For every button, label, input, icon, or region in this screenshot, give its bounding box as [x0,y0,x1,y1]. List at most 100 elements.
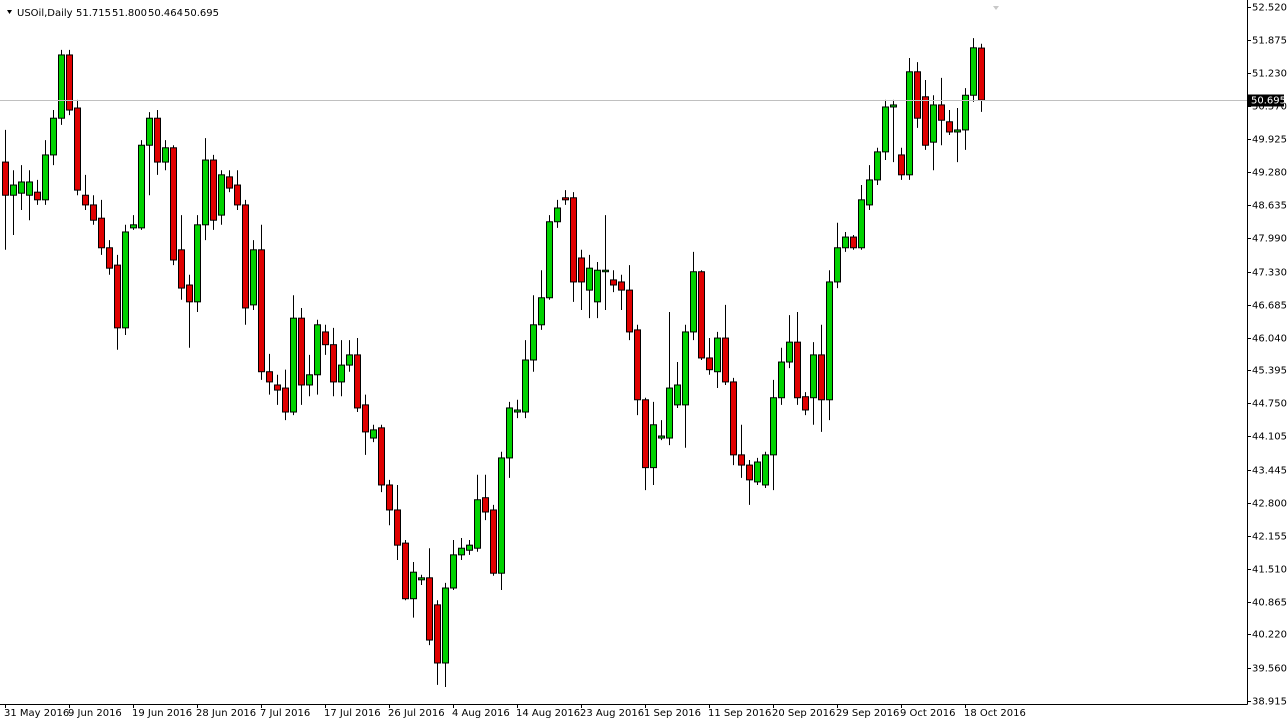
candle-body [26,181,33,196]
candle [546,215,553,300]
candle-body [122,231,129,329]
y-tick-label: 38.915 [1252,697,1287,708]
candle [554,199,561,228]
candle-body [298,317,305,386]
candle-body [458,547,465,556]
candle [146,112,153,196]
candle-body [450,554,457,589]
candle [794,312,801,405]
candle [706,338,713,375]
candle [946,110,953,136]
candle [618,274,625,310]
candle [82,174,89,211]
y-tick-label: 41.510 [1252,565,1287,576]
candle-body [90,204,97,221]
candle-body [802,396,809,411]
menu-arrow[interactable] [7,10,12,14]
x-tick-label: 28 Jun 2016 [196,708,256,719]
candle-body [610,279,617,286]
candle-body [658,435,665,439]
y-tick-label: 44.105 [1252,432,1287,443]
candle-body [770,397,777,456]
candle [738,424,745,478]
candle [762,451,769,489]
candle-body [338,364,345,383]
candle-body [34,191,41,201]
candle-body [10,184,17,196]
candle-body [506,407,513,459]
candle [834,222,841,289]
candle [362,394,369,455]
candle [802,392,809,416]
candle-body [834,247,841,283]
candle-body [538,297,545,326]
candle [626,265,633,341]
y-tick-label: 45.395 [1252,366,1287,377]
candle-body [954,129,961,133]
candle [954,107,961,163]
candle [162,140,169,171]
candle-body [226,176,233,189]
candle [562,190,569,205]
candle-body [282,387,289,413]
candle [594,262,601,319]
candle [826,270,833,421]
x-tick-label: 9 Oct 2016 [900,708,955,719]
candle-body [490,509,497,574]
candle [650,401,657,485]
candle-body [18,181,25,194]
x-tick-label: 23 Aug 2016 [580,708,644,719]
candle-body [682,331,689,406]
candle [410,561,417,618]
candle [210,154,217,230]
candle-body [162,147,169,163]
candle-body [274,384,281,391]
candle-body [730,381,737,456]
y-tick-label: 40.865 [1252,598,1287,609]
candle-body [866,179,873,206]
candle [786,315,793,369]
candle [10,170,17,236]
candle [514,399,521,419]
candle [290,295,297,416]
candle-body [858,199,865,249]
candle-body [946,121,953,133]
candle-body [66,54,73,111]
candle [538,270,545,330]
open-label: 51.715 [76,8,111,19]
candle-body [434,604,441,664]
candle-body [242,204,249,309]
candle [898,147,905,180]
y-tick-label: 47.990 [1252,234,1287,245]
candle-body [514,409,521,413]
candle-body [690,271,697,333]
candle-body [306,374,313,386]
candle-body [978,47,985,101]
candle [242,199,249,325]
y-tick-label: 49.280 [1252,168,1287,179]
candle-body [266,371,273,383]
candle-body [626,289,633,333]
candle [714,331,721,389]
candle [34,179,41,205]
candle-body [370,429,377,439]
candle-body [546,221,553,299]
y-tick-label: 43.445 [1252,466,1287,477]
candle-body [98,217,105,249]
x-tick-label: 19 Jun 2016 [132,708,192,719]
candle [426,548,433,646]
candle-body [410,571,417,600]
candle [42,140,49,205]
x-tick-label: 31 May 2016 [4,708,69,719]
candle-body [58,54,65,119]
candle-body [930,104,937,143]
candle [522,340,529,419]
y-tick-label: 50.570 [1252,102,1287,113]
candle [2,129,9,250]
candle [130,215,137,230]
candle [234,170,241,211]
candle-body [178,249,185,289]
candle [314,319,321,395]
candle-body [418,577,425,581]
candle-body [938,104,945,121]
